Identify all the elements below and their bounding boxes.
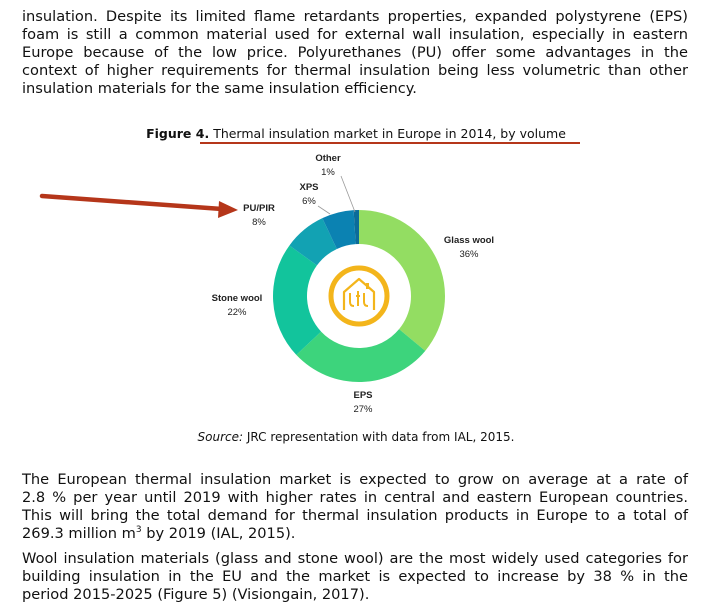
superscript: 3 xyxy=(135,525,142,536)
label-pu-pir: PU/PIR xyxy=(243,203,275,214)
chart-slices xyxy=(272,210,445,383)
house-logo-icon xyxy=(328,265,390,327)
figure-title: Figure 4. Thermal insulation market in E… xyxy=(0,126,712,141)
label-eps: EPS xyxy=(353,390,372,401)
text-line: insulation materials for the same insula… xyxy=(22,80,417,97)
value-xps: 6% xyxy=(302,196,316,207)
text-fragment: 269.3 million m xyxy=(22,525,136,542)
value-stone-wool: 22% xyxy=(227,307,247,318)
slice-eps xyxy=(296,329,426,383)
text-line: building insulation in the EU and the ma… xyxy=(22,568,688,585)
slice-other xyxy=(353,210,359,245)
slice-pu-pir xyxy=(289,218,337,266)
annotation-arrow xyxy=(39,193,238,218)
chart-labels: Glass wool 36% EPS 27% Stone wool 22% PU/PIR 8%… xyxy=(212,153,494,415)
leader-xps xyxy=(317,205,331,215)
source-label: Source: xyxy=(197,430,244,444)
text-line: 269.3 million m3 by 2019 (IAL, 2015). xyxy=(22,525,688,543)
leader-other xyxy=(340,175,356,213)
paragraph-market-growth: The European thermal insulation market i… xyxy=(22,471,688,543)
text-line: insulation. Despite its limited flame re… xyxy=(22,8,688,25)
slice-glass-wool xyxy=(359,210,445,351)
text-fragment: by 2019 (IAL, 2015). xyxy=(141,525,296,542)
value-glass-wool: 36% xyxy=(459,249,479,260)
label-xps: XPS xyxy=(299,182,318,193)
annotation-underline xyxy=(200,142,580,144)
paragraph-intro: insulation. Despite its limited flame re… xyxy=(22,8,688,98)
label-stone-wool: Stone wool xyxy=(212,293,263,304)
value-eps: 27% xyxy=(353,404,373,415)
paragraph-wool-insulation: Wool insulation materials (glass and sto… xyxy=(22,550,688,604)
text-line: This will bring the total demand for the… xyxy=(22,507,688,524)
text-line: Wool insulation materials (glass and sto… xyxy=(22,550,688,567)
figure-caption: Thermal insulation market in Europe in 2… xyxy=(213,126,566,141)
text-line: context of higher requirements for therm… xyxy=(22,62,688,79)
text-line: foam is still a common material used for… xyxy=(22,26,688,43)
value-pu-pir: 8% xyxy=(252,217,266,228)
figure-source: Source: JRC representation with data fro… xyxy=(0,430,712,444)
slice-xps xyxy=(322,210,356,249)
donut-chart: Glass wool 36% EPS 27% Stone wool 22% PU/PIR 8%… xyxy=(39,153,494,415)
text-line: period 2015-2025 (Figure 5) (Visiongain,… xyxy=(22,586,370,603)
text-line: 2.8 % per year until 2019 with higher ra… xyxy=(22,489,688,506)
text-line: Europe because of the low price. Polyure… xyxy=(22,44,688,61)
label-other: Other xyxy=(315,153,341,164)
figure-label: Figure 4. xyxy=(146,126,210,141)
label-glass-wool: Glass wool xyxy=(444,235,494,246)
source-text: JRC representation with data from IAL, 2… xyxy=(243,430,515,444)
text-line: The European thermal insulation market i… xyxy=(22,471,688,488)
slice-stone-wool xyxy=(272,245,322,355)
leader-lines xyxy=(317,175,356,215)
value-other: 1% xyxy=(321,167,335,178)
